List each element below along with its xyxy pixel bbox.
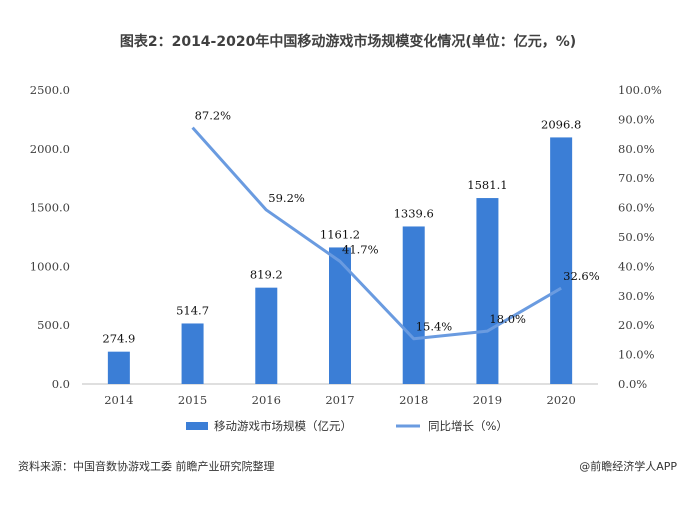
bar bbox=[329, 247, 351, 384]
chart-title: 图表2：2014-2020年中国移动游戏市场规模变化情况(单位：亿元，%) bbox=[120, 33, 576, 50]
right-tick-label: 50.0% bbox=[618, 230, 655, 244]
right-tick-label: 20.0% bbox=[618, 318, 655, 332]
bar bbox=[255, 287, 278, 384]
right-y-axis: 0.0% 10.0% 20.0% 30.0% 40.0% 50.0% 60.0% 70.0% 8… bbox=[618, 83, 662, 391]
bar bbox=[476, 198, 499, 384]
bar-data-label: 1161.2 bbox=[320, 227, 360, 241]
growth-line bbox=[191, 126, 562, 341]
x-tick-label: 2017 bbox=[325, 393, 354, 407]
bar bbox=[107, 351, 130, 384]
line-data-label: 32.6% bbox=[563, 269, 600, 283]
bar bbox=[402, 226, 425, 384]
legend-swatch-bar bbox=[186, 422, 208, 430]
legend-label-bar: 移动游戏市场规模（亿元） bbox=[214, 419, 352, 433]
bar bbox=[181, 323, 204, 384]
credit-note: @前瞻经济学人APP bbox=[579, 460, 677, 473]
left-tick-label: 2000.0 bbox=[30, 142, 70, 156]
left-tick-label: 500.0 bbox=[37, 318, 70, 332]
x-tick-label: 2016 bbox=[252, 393, 281, 407]
left-y-axis: 0.0 500.0 1000.0 1500.0 2000.0 2500.0 bbox=[30, 83, 70, 391]
bar bbox=[550, 137, 573, 384]
line-data-label: 18.0% bbox=[489, 312, 526, 326]
x-tick-label: 2015 bbox=[178, 393, 207, 407]
bar-data-label: 514.7 bbox=[176, 303, 209, 317]
left-tick-label: 1000.0 bbox=[30, 259, 70, 273]
right-tick-label: 10.0% bbox=[618, 348, 655, 362]
x-tick-label: 2018 bbox=[399, 393, 428, 407]
x-tick-label: 2014 bbox=[104, 393, 133, 407]
source-note: 资料来源：中国音数协游戏工委 前瞻产业研究院整理 bbox=[18, 460, 275, 473]
right-tick-label: 70.0% bbox=[618, 171, 655, 185]
right-tick-label: 40.0% bbox=[618, 259, 655, 273]
left-tick-label: 0.0 bbox=[52, 377, 70, 391]
right-tick-label: 0.0% bbox=[618, 377, 647, 391]
right-tick-label: 90.0% bbox=[618, 112, 655, 126]
line-data-label: 41.7% bbox=[342, 242, 379, 256]
line-data-label: 87.2% bbox=[195, 109, 232, 123]
bar-data-label: 819.2 bbox=[250, 268, 283, 282]
right-tick-label: 80.0% bbox=[618, 142, 655, 156]
right-tick-label: 100.0% bbox=[618, 83, 662, 97]
bar-series: 274.9 514.7 819.2 1161.2 1339.6 1581.1 2096.8 bbox=[102, 117, 581, 384]
bar-data-label: 2096.8 bbox=[541, 117, 581, 131]
right-tick-label: 60.0% bbox=[618, 201, 655, 215]
line-data-label: 59.2% bbox=[268, 191, 305, 205]
bar-data-label: 1581.1 bbox=[467, 178, 507, 192]
line-data-label: 15.4% bbox=[416, 320, 453, 334]
x-axis: 2014 2015 2016 2017 2018 2019 2020 bbox=[82, 383, 598, 407]
legend-label-line: 同比增长（%） bbox=[428, 419, 508, 433]
left-tick-label: 2500.0 bbox=[30, 83, 70, 97]
bar-data-label: 274.9 bbox=[102, 332, 135, 346]
line-series: 87.2% 59.2% 41.7% 15.4% 18.0% 32.6% bbox=[191, 109, 600, 341]
legend: 移动游戏市场规模（亿元） 同比增长（%） bbox=[186, 419, 508, 433]
bar-data-label: 1339.6 bbox=[394, 206, 434, 220]
x-tick-label: 2019 bbox=[473, 393, 502, 407]
right-tick-label: 30.0% bbox=[618, 289, 655, 303]
x-tick-label: 2020 bbox=[547, 393, 576, 407]
left-tick-label: 1500.0 bbox=[30, 201, 70, 215]
